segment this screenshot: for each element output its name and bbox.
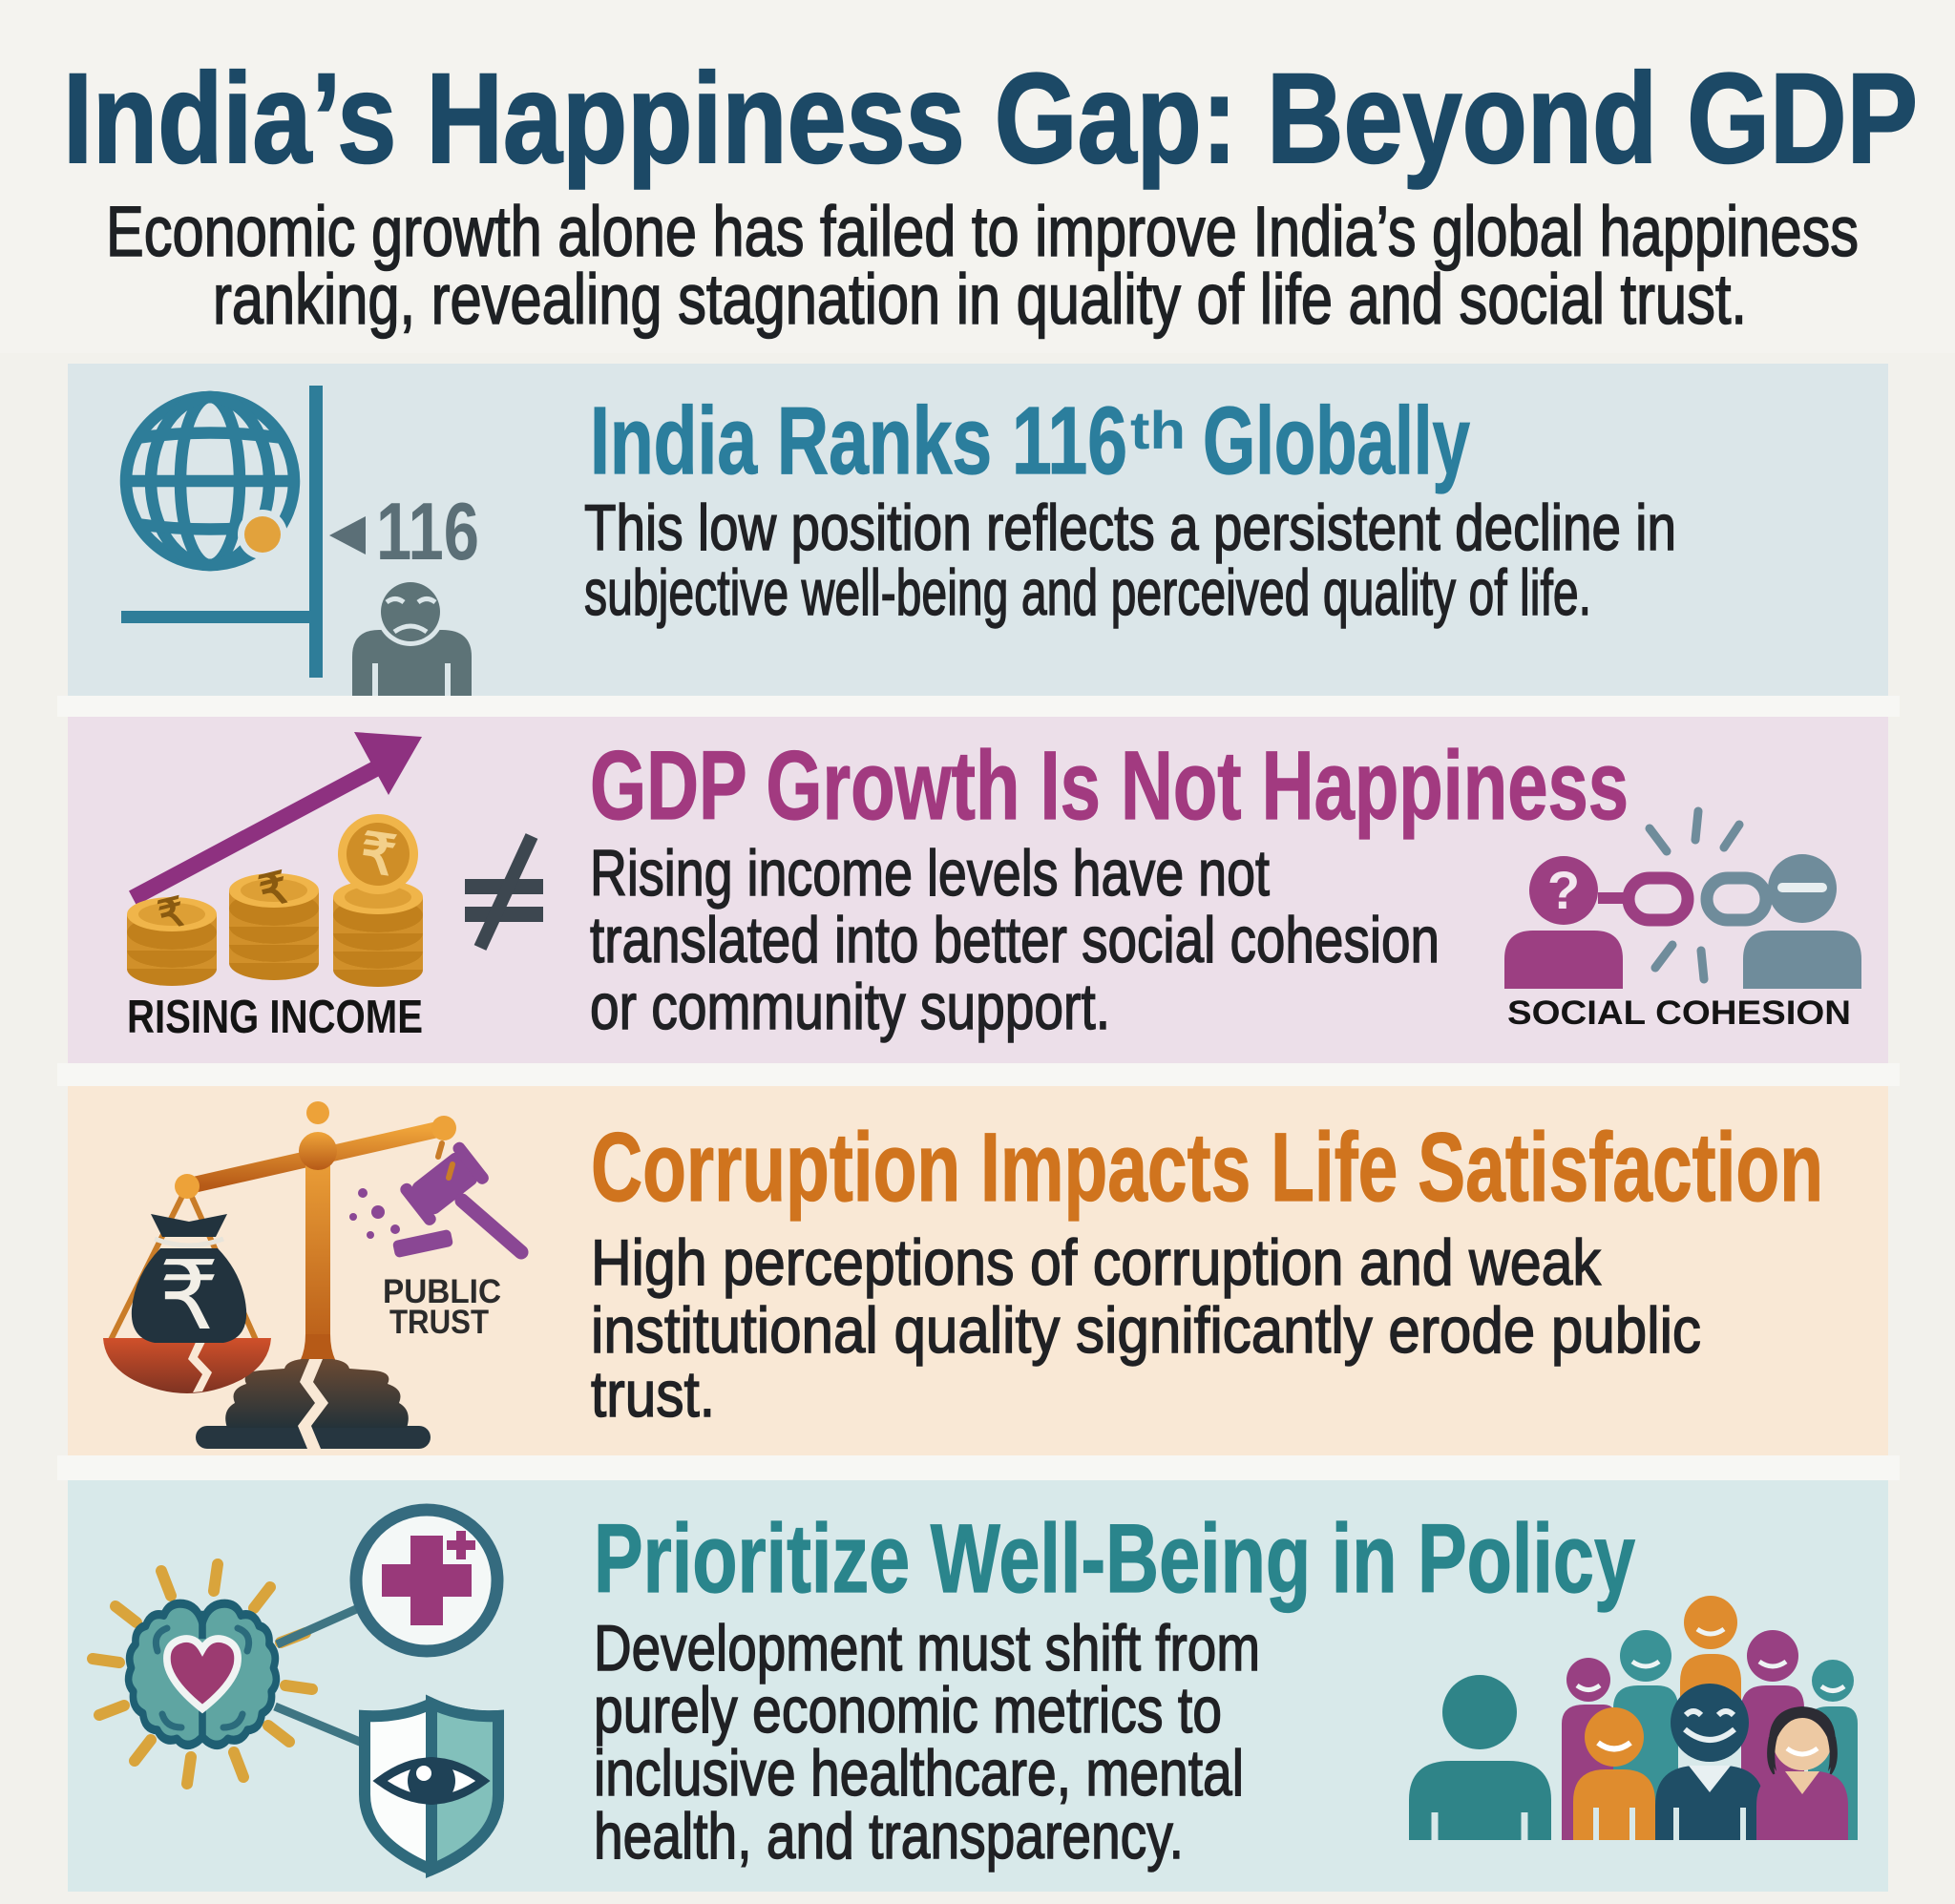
svg-text:Globally: Globally: [1203, 387, 1470, 494]
svg-text:PUBLIC: PUBLIC: [383, 1273, 501, 1310]
svg-text:SOCIAL COHESION: SOCIAL COHESION: [1507, 994, 1851, 1032]
svg-text:Rising income levels have not: Rising income levels have not: [590, 837, 1270, 910]
svg-text:India’s Happiness Gap: Beyond: India’s Happiness Gap: Beyond GDP: [63, 48, 1918, 190]
svg-text:th: th: [1130, 400, 1186, 460]
svg-text:116: 116: [376, 487, 479, 577]
svg-text:trust.: trust.: [591, 1358, 715, 1431]
svg-text:ranking, revealing stagnation: ranking, revealing stagnation in quality…: [213, 260, 1747, 339]
svg-text:India Ranks 116: India Ranks 116: [590, 387, 1127, 494]
svg-text:institutional quality signific: institutional quality significantly erod…: [591, 1294, 1701, 1367]
svg-text:Corruption Impacts Life Satisf: Corruption Impacts Life Satisfaction: [591, 1113, 1823, 1222]
svg-text:GDP Growth Is Not Happiness: GDP Growth Is Not Happiness: [590, 731, 1629, 840]
svg-text:or community support.: or community support.: [590, 971, 1110, 1043]
svg-text:Development must shift from: Development must shift from: [594, 1612, 1260, 1684]
svg-text:TRUST: TRUST: [389, 1304, 489, 1341]
svg-text:RISING INCOME: RISING INCOME: [127, 992, 423, 1043]
svg-text:inclusive healthcare, mental: inclusive healthcare, mental: [594, 1737, 1244, 1810]
svg-text:₹: ₹: [158, 1243, 220, 1350]
svg-text:High perceptions of corruption: High perceptions of corruption and weak: [591, 1226, 1602, 1299]
svg-text:purely economic metrics to: purely economic metrics to: [594, 1674, 1222, 1747]
svg-text:₹: ₹: [356, 822, 400, 889]
svg-text:?: ?: [1547, 860, 1580, 920]
svg-text:Prioritize Well-Being in Polic: Prioritize Well-Being in Policy: [594, 1504, 1635, 1613]
svg-text:Economic growth alone has fail: Economic growth alone has failed to impr…: [106, 192, 1859, 271]
svg-text:subjective well-being and perc: subjective well-being and perceived qual…: [584, 556, 1591, 629]
svg-text:translated into better social: translated into better social cohesion: [590, 904, 1440, 976]
svg-text:This low position reflects a p: This low position reflects a persistent …: [584, 492, 1676, 564]
svg-text:health, and transparency.: health, and transparency.: [594, 1800, 1184, 1873]
